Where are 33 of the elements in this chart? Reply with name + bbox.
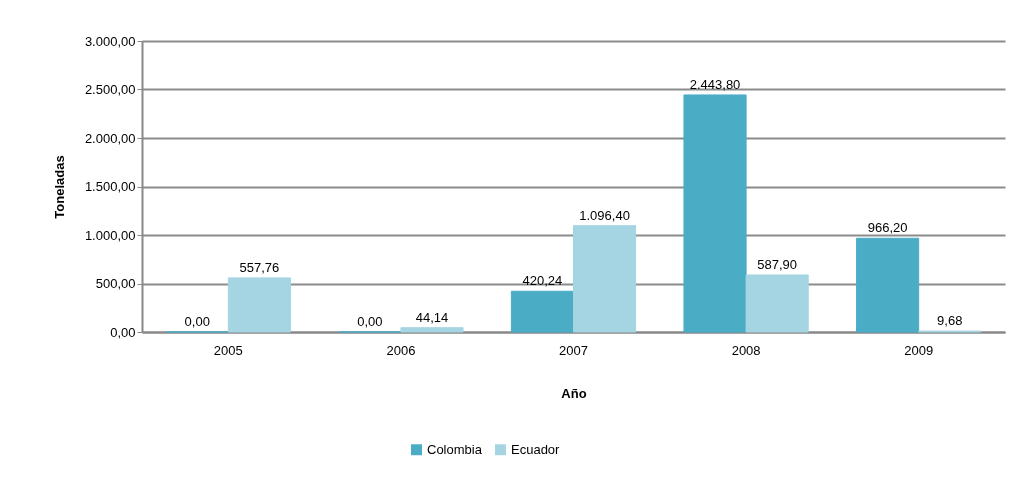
data-label: 557,76 [239, 259, 280, 275]
data-label: 0,00 [357, 314, 383, 329]
bar [227, 277, 291, 333]
x-tick-label: 2008 [731, 342, 761, 358]
data-label: 44,14 [415, 309, 449, 325]
bar [510, 290, 574, 333]
x-tick-label: 2007 [559, 342, 588, 358]
y-tick-label: 2.500,00 [84, 82, 136, 97]
x-tick-label: 2006 [386, 342, 416, 358]
data-label: 2.443,80 [689, 76, 741, 92]
y-tick-label: 500,00 [95, 276, 136, 291]
x-axis-title: Año [561, 385, 587, 401]
data-label: 966,20 [867, 220, 908, 236]
y-tick-label: 1.000,00 [84, 227, 136, 243]
x-tick-label: 2009 [904, 342, 934, 358]
y-tick-label: 1.500,00 [84, 179, 136, 194]
data-label: 9,68 [937, 313, 963, 329]
bar [400, 327, 464, 333]
data-label: 0,00 [184, 314, 210, 329]
y-tick-label: 0,00 [110, 324, 136, 340]
y-axis-title: Toneladas [51, 155, 67, 219]
bar [856, 237, 920, 333]
bar [573, 225, 637, 333]
y-tick-label: 3.000,00 [84, 33, 136, 49]
bar [683, 94, 747, 333]
data-label: 420,24 [522, 273, 563, 289]
legend-label: Colombia [427, 441, 483, 457]
x-tick-label: 2005 [213, 342, 243, 358]
data-label: 587,90 [757, 256, 798, 272]
legend-label: Ecuador [511, 441, 561, 457]
data-label: 1.096,40 [579, 207, 630, 223]
y-tick-label: 2.000,00 [84, 130, 136, 146]
bar [745, 274, 809, 333]
